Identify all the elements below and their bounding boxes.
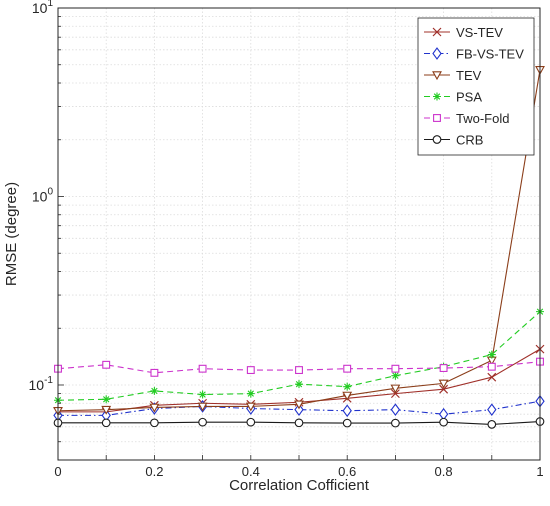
data-point-vs-tev	[439, 384, 449, 394]
x-axis-label: Correlation Cofficient	[229, 477, 370, 494]
legend-item-vs-tev: VS-TEV	[424, 25, 503, 40]
data-point-crb	[391, 418, 400, 428]
y-tick-label: 100	[32, 186, 54, 204]
data-point-crb	[150, 418, 159, 428]
y-tick-label: 10-1	[29, 375, 54, 393]
x-tick-label: 0.6	[338, 464, 356, 479]
data-point-fb-vs-tev	[342, 404, 352, 418]
data-point-tev	[294, 400, 304, 410]
data-point-vs-tev	[487, 372, 497, 382]
data-point-crb	[439, 417, 448, 427]
x-tick-label: 0.2	[145, 464, 163, 479]
legend-box	[417, 17, 535, 156]
data-point-psa	[102, 395, 111, 404]
data-point-two-fold	[391, 364, 400, 373]
series-tev	[53, 66, 545, 416]
legend-item-psa: PSA	[424, 90, 482, 105]
series-crb	[53, 417, 545, 429]
x-tick-label: 0.4	[242, 464, 260, 479]
data-point-tev	[245, 402, 256, 412]
data-point-tev	[149, 403, 160, 413]
data-point-psa	[391, 371, 400, 380]
data-point-two-fold	[439, 364, 448, 372]
data-point-two-fold	[343, 364, 352, 373]
legend-marker	[432, 135, 442, 144]
data-point-two-fold	[102, 360, 111, 369]
legend-marker	[432, 71, 442, 81]
legend-marker	[432, 47, 442, 60]
legend-label: FB-VS-TEV	[456, 47, 524, 62]
legend-item-two-fold: Two-Fold	[424, 111, 509, 126]
legend-item-tev: TEV	[424, 68, 482, 83]
data-point-tev	[101, 405, 112, 415]
tick-layer: 0 0.2 0.4 0.6 0.8 1 10-1 100 101	[29, 0, 544, 479]
y-axis-label: RMSE (degree)	[3, 182, 20, 286]
legend-label: Two-Fold	[456, 111, 509, 126]
data-point-crb	[294, 418, 304, 428]
legend-label: VS-TEV	[456, 25, 503, 40]
data-point-vs-tev	[390, 389, 400, 399]
data-point-tev	[342, 391, 353, 401]
data-point-fb-vs-tev	[294, 403, 304, 416]
data-point-crb	[101, 418, 111, 428]
data-point-two-fold	[246, 366, 255, 375]
series-layer	[53, 66, 545, 429]
data-point-two-fold	[150, 368, 159, 377]
legend-label: PSA	[456, 90, 482, 105]
legend-item-fb-vs-tev: FB-VS-TEV	[424, 47, 524, 62]
data-point-psa	[343, 382, 352, 391]
legend-marker	[432, 27, 442, 37]
data-point-two-fold	[487, 362, 496, 371]
data-point-psa	[295, 380, 303, 389]
data-point-crb	[246, 417, 256, 427]
legend: VS-TEV FB-VS-TEV TEV PSA Two-Fold CRB	[417, 17, 535, 156]
x-tick-label: 0	[54, 464, 61, 479]
data-point-psa	[150, 386, 159, 395]
legend-marker	[433, 114, 441, 122]
data-point-psa	[246, 389, 255, 398]
data-point-two-fold	[295, 366, 303, 375]
legend-label: CRB	[456, 133, 483, 148]
legend-item-crb: CRB	[424, 133, 483, 148]
data-point-tev	[438, 379, 449, 389]
data-point-psa	[487, 350, 496, 359]
y-tick-label: 101	[32, 0, 54, 16]
data-point-two-fold	[198, 364, 207, 373]
data-point-crb	[342, 418, 352, 428]
data-point-crb	[198, 417, 207, 427]
data-point-fb-vs-tev	[487, 403, 497, 416]
legend-label: TEV	[456, 68, 482, 83]
data-point-tev	[197, 402, 208, 412]
data-point-crb	[487, 420, 497, 429]
x-tick-label: 1	[536, 464, 543, 479]
legend-marker	[433, 92, 441, 101]
x-tick-label: 0.8	[435, 464, 453, 479]
series-two-fold	[54, 357, 544, 377]
data-point-psa	[198, 390, 207, 399]
data-point-fb-vs-tev	[390, 403, 401, 416]
data-point-tev	[390, 384, 401, 394]
